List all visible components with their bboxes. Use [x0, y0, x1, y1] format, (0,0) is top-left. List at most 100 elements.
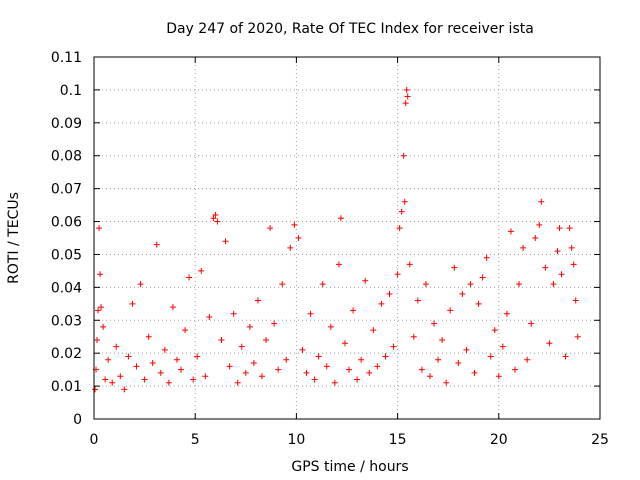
data-point — [95, 307, 102, 314]
y-tick-label: 0 — [73, 412, 82, 428]
plot-frame — [93, 56, 601, 420]
data-point — [455, 360, 462, 367]
data-point — [378, 300, 385, 307]
data-point — [307, 310, 314, 317]
x-tick-label: 5 — [191, 432, 200, 448]
data-point — [206, 313, 213, 320]
data-point — [350, 307, 357, 314]
data-point — [250, 360, 257, 367]
data-point — [275, 366, 282, 373]
data-point — [287, 244, 294, 251]
data-point — [198, 267, 205, 274]
data-point — [271, 320, 278, 327]
data-point — [319, 281, 326, 288]
data-point — [556, 225, 563, 232]
data-point — [133, 363, 140, 370]
data-point — [129, 300, 136, 307]
data-point — [98, 304, 105, 311]
data-point — [315, 353, 322, 360]
data-point — [479, 274, 486, 281]
data-point — [554, 248, 561, 255]
data-point — [546, 340, 553, 347]
data-point — [141, 376, 148, 383]
data-point — [524, 356, 531, 363]
data-point — [218, 337, 225, 344]
data-point — [354, 376, 361, 383]
data-point — [390, 343, 397, 350]
x-axis-label: GPS time / hours — [291, 459, 408, 475]
data-point — [102, 376, 109, 383]
data-point — [394, 271, 401, 278]
data-point — [323, 363, 330, 370]
data-point — [186, 274, 193, 281]
y-tick-label: 0.06 — [51, 215, 82, 231]
data-point — [463, 346, 470, 353]
data-point — [443, 379, 450, 386]
data-point — [137, 281, 144, 288]
y-tick-label: 0.01 — [51, 379, 82, 395]
data-point — [487, 353, 494, 360]
x-tick-label: 10 — [287, 432, 305, 448]
data-point — [234, 379, 241, 386]
y-tick-label: 0.1 — [60, 83, 82, 99]
data-point — [471, 369, 478, 376]
data-point — [337, 215, 344, 222]
x-tick-label: 25 — [591, 432, 609, 448]
data-point — [109, 379, 116, 386]
y-tick-label: 0.03 — [51, 313, 82, 329]
data-point — [366, 369, 373, 376]
data-point — [404, 93, 411, 100]
data-point — [212, 211, 219, 218]
data-point — [542, 264, 549, 271]
data-point — [161, 346, 168, 353]
data-point — [169, 304, 176, 311]
y-tick-label: 0.08 — [51, 149, 82, 165]
grid — [94, 57, 600, 419]
data-point — [346, 366, 353, 373]
data-point — [226, 363, 233, 370]
data-point — [570, 261, 577, 268]
data-point — [246, 323, 253, 330]
data-point — [254, 297, 261, 304]
data-point — [439, 337, 446, 344]
x-tick-label: 15 — [389, 432, 407, 448]
data-point — [370, 327, 377, 334]
data-point — [414, 297, 421, 304]
data-point — [520, 244, 527, 251]
data-point — [117, 373, 124, 380]
data-point — [94, 337, 101, 344]
y-tick-label: 0.02 — [51, 346, 82, 362]
data-point — [483, 254, 490, 261]
data-point — [536, 221, 543, 228]
series-roti — [92, 86, 581, 393]
data-point — [550, 281, 557, 288]
data-point — [382, 353, 389, 360]
data-point — [341, 340, 348, 347]
data-point — [263, 337, 270, 344]
data-point — [511, 366, 518, 373]
data-point — [435, 356, 442, 363]
data-point — [92, 386, 99, 393]
y-tick-label: 0.05 — [51, 247, 82, 263]
data-point — [311, 376, 318, 383]
data-point — [572, 297, 579, 304]
data-point — [426, 373, 433, 380]
data-point — [386, 290, 393, 297]
data-point — [431, 320, 438, 327]
data-point — [267, 225, 274, 232]
x-tick-label: 0 — [90, 432, 99, 448]
data-point — [568, 244, 575, 251]
data-point — [190, 376, 197, 383]
data-point — [214, 218, 221, 225]
data-point — [507, 228, 514, 235]
data-point — [499, 343, 506, 350]
y-axis-label: ROTI / TECUs — [6, 192, 22, 284]
data-point — [113, 343, 120, 350]
chart-title: Day 247 of 2020, Rate Of TEC Index for r… — [166, 21, 534, 37]
data-point — [503, 310, 510, 317]
data-point — [532, 235, 539, 241]
data-point — [283, 356, 290, 363]
data-point — [145, 333, 152, 340]
